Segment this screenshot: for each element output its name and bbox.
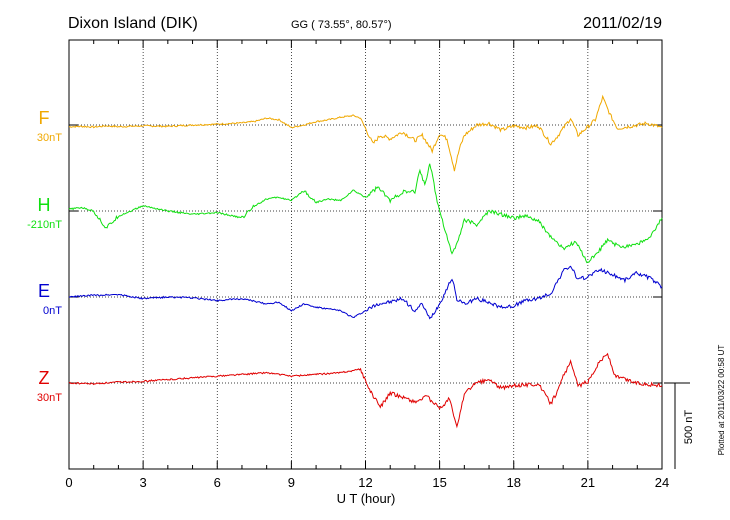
trace-F [68, 94, 663, 172]
component-label-E: E [38, 281, 50, 301]
baseline-label-E: 0nT [43, 305, 62, 317]
component-label-H: H [38, 195, 51, 215]
x-tick-label-6: 6 [214, 475, 221, 490]
x-tick-label-18: 18 [507, 475, 521, 490]
trace-E [68, 265, 663, 320]
baseline-label-F: 30nT [37, 132, 62, 144]
component-label-Z: Z [39, 368, 50, 388]
x-tick-label-0: 0 [65, 475, 72, 490]
x-tick-label-21: 21 [581, 475, 595, 490]
plotted-at-note: Plotted at 2011/03/22 00:58 UT [717, 345, 726, 456]
trace-Z [68, 352, 663, 429]
scale-bar-label: 500 nT [683, 410, 695, 445]
plot-frame [68, 39, 663, 470]
x-tick-label-15: 15 [432, 475, 446, 490]
coordinates-label: GG ( 73.55°, 80.57°) [291, 19, 392, 31]
date-label: 2011/02/19 [583, 15, 662, 32]
x-axis-label: U T (hour) [337, 491, 396, 506]
x-tick-label-12: 12 [358, 475, 372, 490]
trace-H [68, 163, 663, 264]
component-label-F: F [39, 108, 50, 128]
x-tick-label-24: 24 [655, 475, 669, 490]
x-tick-label-3: 3 [140, 475, 147, 490]
baseline-label-H: -210nT [27, 219, 62, 231]
scale-bar: 500 nT [664, 382, 695, 469]
x-tick-label-9: 9 [288, 475, 295, 490]
station-title: Dixon Island (DIK) [68, 15, 198, 32]
baseline-label-Z: 30nT [37, 392, 62, 404]
